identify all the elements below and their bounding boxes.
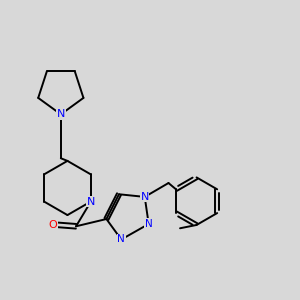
Text: N: N (145, 219, 153, 229)
Text: O: O (49, 220, 57, 230)
Text: N: N (57, 109, 65, 119)
Text: N: N (117, 235, 125, 244)
Text: N: N (87, 196, 95, 206)
Text: N: N (140, 192, 149, 202)
